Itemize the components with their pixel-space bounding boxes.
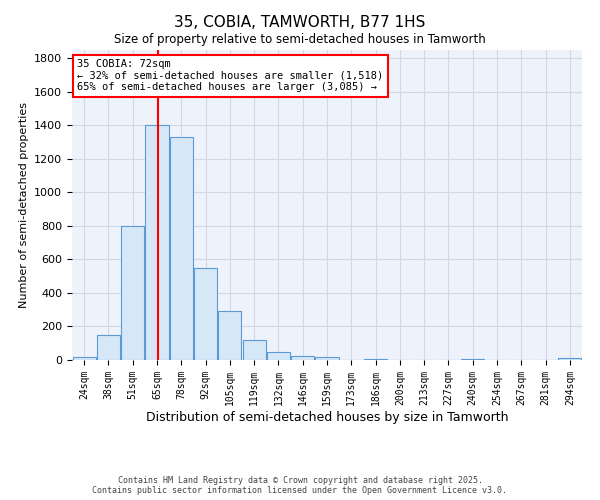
Bar — [218, 310, 241, 360]
Y-axis label: Number of semi-detached properties: Number of semi-detached properties — [19, 102, 29, 308]
X-axis label: Distribution of semi-detached houses by size in Tamworth: Distribution of semi-detached houses by … — [146, 410, 508, 424]
Bar — [559, 358, 581, 360]
Text: 35, COBIA, TAMWORTH, B77 1HS: 35, COBIA, TAMWORTH, B77 1HS — [175, 15, 425, 30]
Bar — [242, 340, 266, 360]
Bar — [121, 226, 144, 360]
Text: 35 COBIA: 72sqm
← 32% of semi-detached houses are smaller (1,518)
65% of semi-de: 35 COBIA: 72sqm ← 32% of semi-detached h… — [77, 60, 383, 92]
Bar — [316, 356, 338, 360]
Bar — [461, 359, 484, 360]
Bar — [364, 359, 387, 360]
Bar — [170, 137, 193, 360]
Bar — [97, 335, 120, 360]
Text: Size of property relative to semi-detached houses in Tamworth: Size of property relative to semi-detach… — [114, 32, 486, 46]
Bar — [145, 126, 169, 360]
Bar — [291, 356, 314, 360]
Text: Contains HM Land Registry data © Crown copyright and database right 2025.
Contai: Contains HM Land Registry data © Crown c… — [92, 476, 508, 495]
Bar — [194, 268, 217, 360]
Bar — [73, 356, 95, 360]
Bar — [267, 352, 290, 360]
